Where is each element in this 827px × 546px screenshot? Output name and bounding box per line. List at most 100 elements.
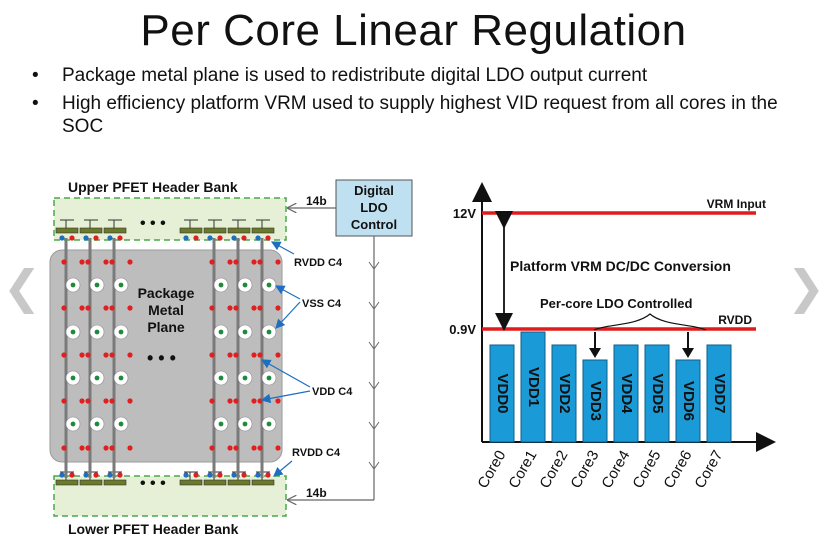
rvdd-c4-bump — [127, 352, 133, 358]
rvdd-c4-bump — [257, 445, 263, 451]
rvdd-c4-bump — [209, 445, 215, 451]
rvdd-c4-bump — [233, 305, 239, 311]
power-strap — [212, 238, 216, 478]
vss-c4-pointer — [275, 301, 301, 329]
pfet-header-bar — [179, 227, 203, 234]
rvdd-c4-bump — [109, 445, 115, 451]
upper-bank-label: Upper PFET Header Bank — [68, 179, 238, 195]
rvdd-c4-bump — [209, 305, 215, 311]
rvdd-c4-bump — [275, 305, 281, 311]
vdd-bar-label: VDD2 — [556, 373, 573, 413]
rvdd-c4-bump — [79, 398, 85, 404]
vdd-bar-label: VDD0 — [494, 373, 511, 413]
vss-core-dot — [118, 375, 124, 381]
vss-core-dot — [266, 421, 272, 427]
vdd-bump — [107, 235, 113, 241]
rvdd-c4-bump — [103, 305, 109, 311]
rvdd-c4-bump — [257, 305, 263, 311]
pfet-header-bar — [227, 479, 251, 486]
rvdd-bump — [193, 235, 199, 241]
bullet-dot: • — [32, 93, 39, 114]
rvdd-c4-bump — [79, 259, 85, 265]
bullet-text: Package metal plane is used to redistrib… — [62, 65, 648, 86]
vss-core-dot — [218, 329, 224, 335]
vdd-bar-label: VDD3 — [587, 381, 604, 421]
rvdd-c4-bump — [61, 305, 67, 311]
trunk-arrowhead — [368, 261, 380, 270]
rvdd-c4-bump — [251, 445, 257, 451]
core-label: Core2 — [536, 448, 571, 492]
vss-core-dot — [70, 375, 76, 381]
vdd-c4-pointer — [260, 359, 311, 388]
lower-ellipsis: • • • — [140, 475, 166, 492]
rvdd-c4-bump — [85, 445, 91, 451]
rvdd-bump — [117, 472, 123, 478]
rvdd-c4-bump — [257, 398, 263, 404]
pfet-header-bar — [179, 479, 203, 486]
upper-bus-width: 14b — [306, 194, 327, 208]
trunk-arrowhead — [368, 421, 380, 430]
rvdd-c4-upper-label: RVDD C4 — [294, 257, 343, 269]
vss-core-dot — [94, 375, 100, 381]
plane-ellipsis: • • • — [147, 348, 176, 368]
rvdd-bump — [265, 472, 271, 478]
rvdd-c4-bump — [227, 352, 233, 358]
pfet-header-bar — [79, 479, 103, 486]
vss-core-dot — [266, 282, 272, 288]
vss-core-dot — [94, 282, 100, 288]
c4-bump-array — [61, 259, 281, 451]
pfet-header-bar — [103, 227, 127, 234]
plane-label-line: Plane — [147, 319, 185, 335]
rvdd-c4-lower-pointer — [273, 460, 293, 477]
core-label: Core7 — [691, 448, 726, 492]
rvdd-bump — [117, 235, 123, 241]
rvdd-c4-bump — [79, 445, 85, 451]
vss-core-dot — [218, 421, 224, 427]
rvdd-c4-bump — [61, 445, 67, 451]
rvdd-bump — [93, 472, 99, 478]
ldo-control-line: LDO — [360, 200, 387, 215]
previous-slide-button[interactable]: ❮ — [2, 261, 42, 313]
core-label: Core4 — [598, 448, 633, 492]
vdd-bars: VDD0 VDD1 VDD2 VDD3 VDD4 VDD5 VDD6 VDD7 — [489, 331, 732, 443]
vdd-bar — [489, 344, 515, 443]
lower-bus-width: 14b — [306, 486, 327, 500]
plane-label-line: Metal — [148, 302, 184, 318]
rvdd-c4-bump — [275, 398, 281, 404]
rvdd-c4-bump — [109, 305, 115, 311]
vss-core-dot — [242, 375, 248, 381]
vdd-c4-pointer — [260, 390, 311, 404]
rvdd-bump — [217, 472, 223, 478]
plane-label-line: Package — [138, 285, 195, 301]
pfet-header-bar — [55, 479, 79, 486]
vertical-power-lines — [64, 238, 264, 478]
rvdd-bump — [241, 235, 247, 241]
rvdd-c4-bump — [127, 305, 133, 311]
vdd-bar — [675, 359, 701, 443]
control-trunk-arrows — [368, 261, 380, 470]
rvdd-label: RVDD — [718, 313, 752, 327]
rvdd-c4-bump — [233, 445, 239, 451]
level-12v-label: 12V — [453, 206, 476, 221]
vss-core-dot — [218, 282, 224, 288]
vdd-bump — [207, 472, 213, 478]
vss-c4-pointer — [274, 285, 301, 300]
next-slide-button[interactable]: ❯ — [786, 261, 826, 313]
rvdd-bump — [241, 472, 247, 478]
rvdd-c4-bump — [233, 352, 239, 358]
ldo-arrowhead — [589, 348, 601, 358]
vdd-bar — [706, 344, 732, 443]
ldo-control-line: Digital — [354, 183, 394, 198]
core-label: Core0 — [474, 448, 509, 492]
vss-core-dot — [242, 421, 248, 427]
rvdd-c4-bump — [85, 398, 91, 404]
vss-core-dot — [70, 421, 76, 427]
rvdd-c4-bump — [275, 352, 281, 358]
ldo-arrowhead — [682, 348, 694, 358]
vss-c4-label: VSS C4 — [302, 298, 342, 310]
rvdd-c4-bump — [233, 398, 239, 404]
power-strap — [236, 238, 240, 478]
vdd-bar-label: VDD6 — [680, 381, 697, 421]
vss-core-dot — [94, 421, 100, 427]
